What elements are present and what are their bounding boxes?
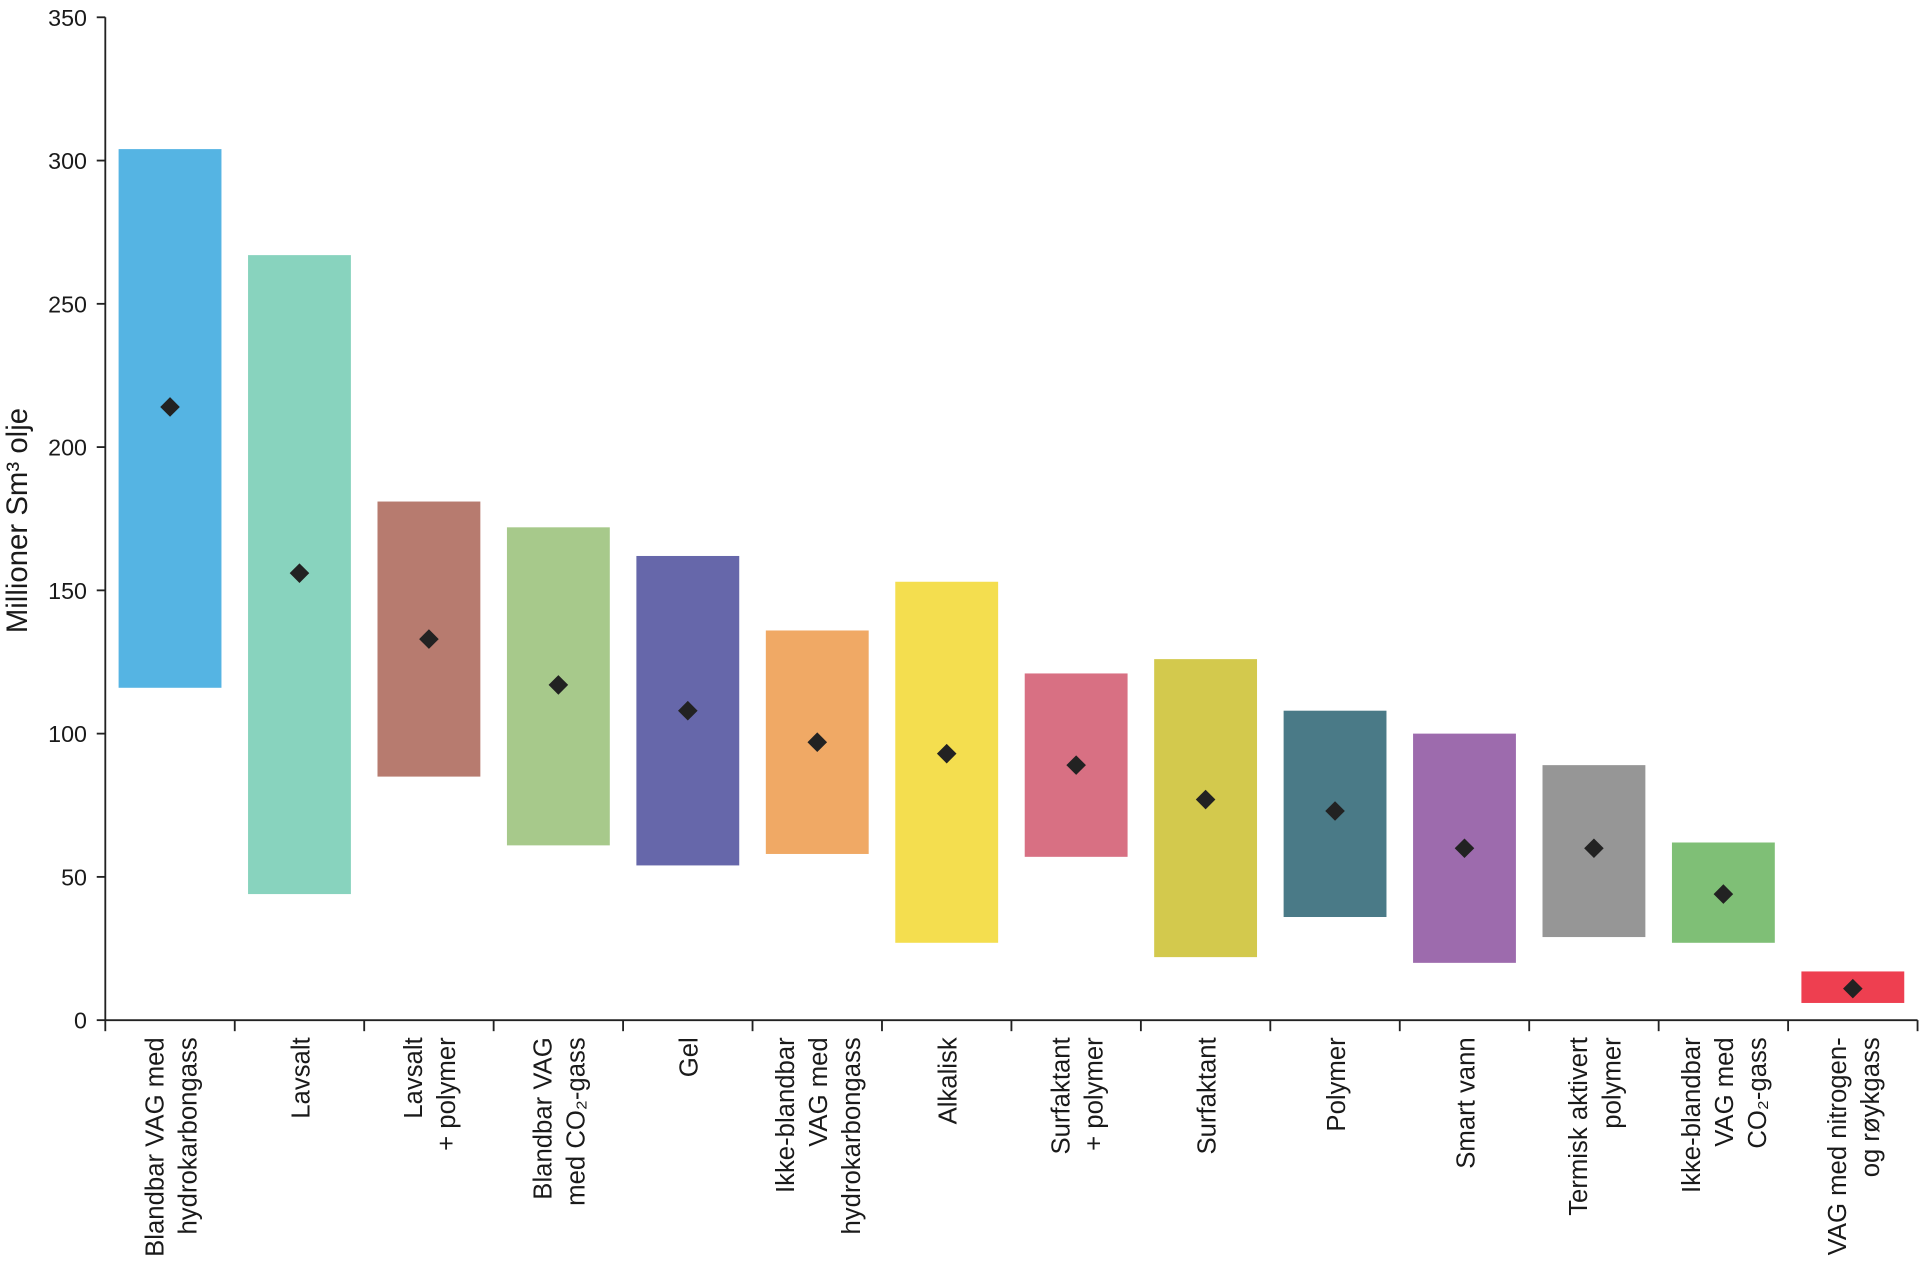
mid-marker-diamond [1454, 838, 1475, 859]
x-category-label: Surfaktant [1047, 1037, 1075, 1154]
x-category-label: Gel [676, 1037, 704, 1077]
range-bar [118, 149, 222, 688]
x-category-label: Termisk aktivert [1565, 1037, 1593, 1216]
mid-marker-diamond [289, 563, 310, 583]
x-category-label: polymer [1598, 1037, 1626, 1129]
mid-marker-diamond [1066, 755, 1086, 775]
x-category-label: Lavsalt [287, 1037, 315, 1118]
x-category-label: VAG med [1711, 1037, 1739, 1147]
bars-layer [118, 149, 1905, 1003]
y-tick-label: 250 [48, 291, 87, 317]
y-tick-label: 300 [48, 148, 87, 174]
x-category-label: med CO₂-gass [563, 1037, 591, 1206]
x-category-label: Surfaktant [1193, 1037, 1221, 1154]
mid-marker-diamond [1584, 838, 1604, 859]
y-tick-label: 100 [48, 721, 87, 747]
mid-marker-diamond [1843, 978, 1863, 999]
x-category-label: VAG med nitrogen- [1824, 1037, 1852, 1255]
x-category-label: VAG med [805, 1037, 833, 1147]
x-category-label: Blandbar VAG [530, 1037, 558, 1199]
mid-marker-diamond [1713, 884, 1734, 904]
x-category-label: Ikke-blandbar [1678, 1037, 1706, 1193]
x-category-label: hydrokarbongass [174, 1037, 202, 1234]
y-tick-label: 0 [74, 1008, 87, 1034]
x-category-label: Alkalisk [935, 1037, 963, 1124]
x-category-label: Blandbar VAG med [141, 1037, 169, 1257]
mid-marker-diamond [678, 700, 698, 721]
x-category-label: + polymer [1080, 1037, 1108, 1151]
y-tick-label: 350 [48, 5, 87, 31]
x-category-label: Polymer [1323, 1037, 1351, 1132]
x-category-label: Ikke-blandbar [772, 1037, 800, 1193]
mid-marker-diamond [419, 629, 439, 649]
x-category-label: CO₂-gass [1744, 1037, 1772, 1148]
x-category-label: + polymer [433, 1037, 461, 1151]
y-axis-label: Millioner Sm³ olje [1, 408, 34, 633]
x-category-label: Smart vann [1452, 1037, 1480, 1168]
y-tick-label: 150 [48, 578, 87, 604]
y-tick-label: 50 [61, 864, 87, 890]
x-category-label: Lavsalt [400, 1037, 428, 1118]
mid-marker-diamond [160, 397, 180, 417]
y-tick-label: 200 [48, 435, 87, 461]
x-category-label: og røykgass [1857, 1037, 1885, 1177]
mid-marker-diamond [1195, 789, 1216, 810]
mid-marker-diamond [936, 743, 957, 764]
x-category-label: hydrokarbongass [838, 1037, 866, 1234]
mid-marker-diamond [807, 732, 828, 753]
